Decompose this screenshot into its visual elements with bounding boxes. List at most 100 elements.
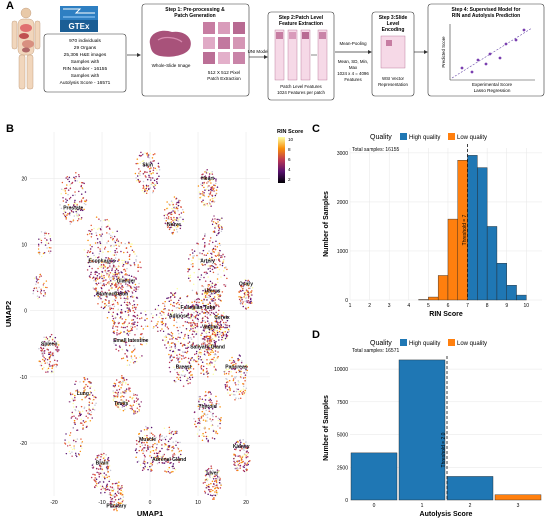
umap-point [88, 230, 90, 232]
umap-point [120, 387, 122, 389]
umap-point [245, 464, 247, 466]
umap-point [210, 465, 212, 467]
umap-point [76, 406, 78, 408]
umap-point [78, 415, 80, 417]
umap-point [100, 228, 102, 230]
umap-point [58, 349, 60, 351]
umap-point [136, 286, 138, 288]
umap-point [195, 426, 197, 428]
umap-point [101, 275, 103, 277]
umap-point [122, 501, 124, 503]
umap-point [152, 434, 154, 436]
umap-point [110, 280, 112, 282]
umap-point [245, 292, 247, 294]
umap-point [131, 351, 133, 353]
umap-point [246, 457, 248, 459]
umap-point [173, 468, 175, 470]
umap-point [212, 359, 214, 361]
umap-point [134, 312, 136, 314]
umap-point [118, 489, 120, 491]
umap-point [172, 220, 174, 222]
umap-point [198, 364, 200, 366]
umap-point [211, 253, 212, 254]
umap-point [180, 361, 182, 363]
umap-point [192, 343, 194, 345]
umap-point [191, 260, 193, 262]
umap-point [151, 313, 152, 314]
umap-point [43, 357, 45, 359]
umap-point [81, 399, 83, 401]
step2-title: Feature Extraction [279, 21, 323, 27]
umap-point [233, 380, 235, 382]
umap-point [240, 298, 242, 300]
arrow-head [137, 53, 141, 57]
umap-point [198, 418, 200, 420]
umap-point [219, 406, 221, 408]
umap-point [75, 381, 77, 383]
umap-point [35, 284, 36, 285]
umap-point [198, 269, 200, 271]
umap-point [133, 393, 134, 394]
umap-point [204, 233, 206, 235]
histogram-bar [507, 285, 517, 300]
umap-point [216, 493, 218, 495]
umap-point [47, 371, 49, 373]
umap-point [114, 250, 116, 252]
umap-point [170, 434, 172, 436]
umap-point [93, 396, 95, 398]
umap-point [115, 270, 117, 272]
umap-point [146, 171, 148, 173]
umap-point [217, 252, 219, 254]
x-tick-label: -20 [50, 500, 57, 506]
umap-point [215, 195, 217, 197]
umap-point [129, 279, 131, 281]
umap-point [72, 449, 73, 450]
umap-point [150, 178, 152, 180]
umap-point [199, 351, 201, 353]
umap-point [142, 445, 144, 447]
umap-point [181, 358, 183, 360]
umap-point [210, 271, 212, 273]
umap-point [80, 445, 81, 446]
umap-point [234, 464, 236, 466]
umap-point [146, 450, 148, 452]
umap-point [200, 354, 202, 356]
umap-point [179, 337, 181, 339]
umap-point [189, 280, 191, 282]
umap-point [96, 468, 98, 470]
umap-point [237, 470, 239, 472]
umap-point [136, 180, 138, 182]
umap-point [141, 317, 143, 319]
umap-point [206, 368, 208, 370]
umap-point [210, 188, 212, 190]
umap-point [135, 450, 137, 452]
umap-point [117, 313, 119, 315]
umap-point [142, 187, 144, 189]
umap-point [207, 265, 209, 267]
umap-point [197, 433, 199, 435]
umap-point [219, 243, 221, 245]
umap-point [204, 482, 206, 484]
umap-point [101, 288, 103, 290]
umap-point [80, 414, 82, 416]
umap-point [108, 224, 110, 226]
umap-point [79, 381, 81, 383]
umap-point [210, 281, 212, 283]
umap-point [170, 371, 172, 373]
umap-point [180, 450, 182, 452]
umap-point [221, 256, 222, 257]
umap-point [140, 312, 142, 314]
umap-point [92, 467, 94, 469]
umap-point [163, 323, 165, 325]
umap-point [184, 344, 186, 346]
umap-point [223, 322, 225, 324]
umap-point [218, 255, 220, 257]
umap-point [218, 259, 220, 261]
umap-point [71, 416, 73, 418]
umap-point [128, 389, 130, 391]
umap-point [149, 432, 151, 434]
umap-point [191, 315, 193, 317]
umap-point [99, 241, 101, 243]
umap-point [112, 263, 114, 265]
umap-point [187, 301, 189, 303]
